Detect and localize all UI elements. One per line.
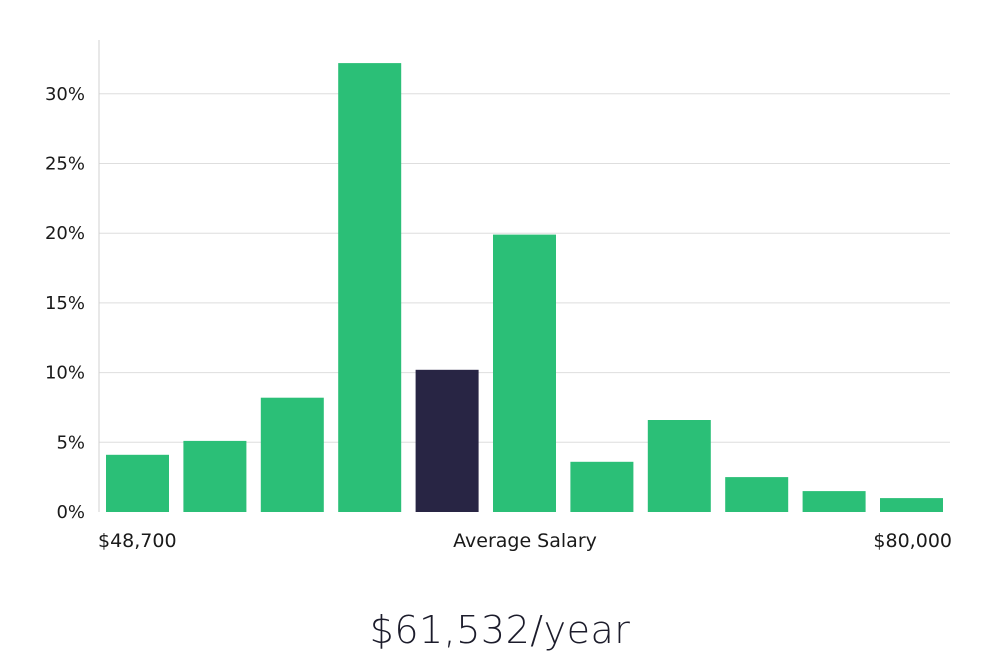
bar xyxy=(647,420,711,512)
bar xyxy=(570,461,634,512)
bars xyxy=(106,63,943,512)
bar xyxy=(338,63,402,512)
bar-highlighted xyxy=(415,369,479,512)
y-tick-label: 0% xyxy=(56,502,85,523)
x-min-label: $48,700 xyxy=(98,530,177,552)
average-salary-value: $61,532/year xyxy=(369,608,631,652)
bar xyxy=(260,397,324,512)
bar xyxy=(802,491,866,512)
y-tick-label: 30% xyxy=(45,84,85,105)
salary-histogram: 0% 5% 10% 15% 20% 25% 30% $48,700 Average Sala… xyxy=(45,40,952,552)
y-tick-label: 5% xyxy=(56,432,85,453)
y-tick-label: 10% xyxy=(45,363,85,384)
x-axis-label: Average Salary xyxy=(453,530,597,552)
y-tick-labels: 0% 5% 10% 15% 20% 25% 30% xyxy=(45,84,85,523)
bar xyxy=(880,498,943,512)
y-tick-label: 20% xyxy=(45,223,85,244)
x-max-label: $80,000 xyxy=(873,530,952,552)
y-tick-label: 15% xyxy=(45,293,85,314)
bar xyxy=(183,440,247,512)
y-tick-label: 25% xyxy=(45,154,85,175)
bar xyxy=(106,454,169,512)
bar xyxy=(725,477,789,512)
bar xyxy=(493,234,556,512)
